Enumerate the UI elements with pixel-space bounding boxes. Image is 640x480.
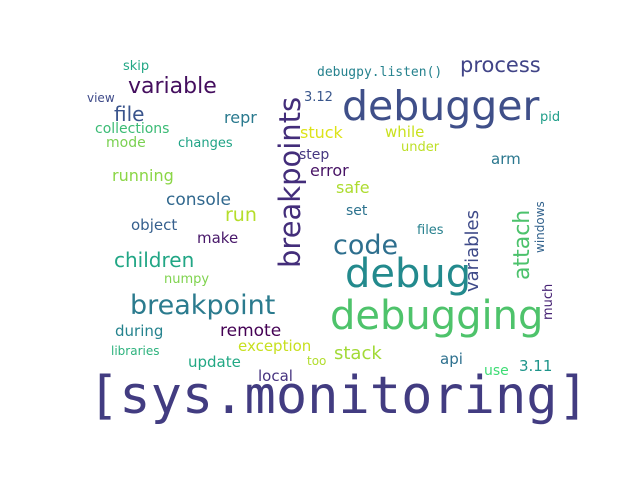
word-make: make [197, 229, 239, 247]
word-variables: variables [462, 210, 483, 292]
word-stuck: stuck [300, 123, 343, 142]
word-variable: variable [128, 74, 217, 99]
word-libraries: libraries [111, 344, 160, 358]
word-under: under [401, 140, 440, 155]
word-collections: collections [95, 121, 170, 137]
word-process: process [460, 53, 541, 77]
word-console: console [166, 190, 231, 210]
word-repr: repr [224, 108, 257, 127]
word-debugging: debugging [330, 293, 544, 339]
word-run: run [225, 204, 257, 226]
word-sys-monitoring: [sys.monitoring] [88, 366, 589, 426]
word-step: step [299, 147, 330, 163]
word-during: during [115, 322, 164, 340]
word-attach: attach [510, 209, 535, 280]
word-safe: safe [336, 178, 370, 197]
word-changes: changes [178, 136, 233, 151]
word-mode: mode [106, 135, 146, 151]
word-numpy: numpy [164, 272, 210, 287]
word-debugpy-listen: debugpy.listen() [317, 65, 443, 80]
word-view: view [87, 91, 115, 105]
word-much: much [541, 283, 556, 320]
word-set: set [346, 203, 368, 219]
word-api: api [440, 350, 463, 368]
word-object: object [131, 216, 178, 234]
word-use: use [484, 363, 509, 379]
word-file: file [114, 102, 145, 126]
word-windows: windows [533, 201, 547, 253]
word-arm: arm [491, 150, 521, 168]
word-stack: stack [334, 343, 382, 364]
word-code: code [333, 230, 399, 261]
word-too: too [307, 354, 327, 368]
word-update: update [188, 353, 241, 371]
word-debugger: debugger [342, 82, 540, 130]
word-children: children [114, 248, 195, 272]
word-3-12: 3.12 [304, 90, 333, 105]
word-error: error [310, 161, 349, 180]
word-breakpoint: breakpoint [130, 290, 276, 321]
word-pid: pid [540, 110, 561, 125]
word-remote: remote [220, 321, 282, 341]
word-files: files [417, 223, 444, 238]
word-3-11: 3.11 [519, 357, 553, 375]
word-running: running [112, 166, 174, 185]
word-while: while [385, 123, 425, 141]
word-exception: exception [238, 337, 312, 355]
word-debug: debug [345, 251, 472, 297]
word-skip: skip [123, 59, 150, 74]
word-local: local [258, 367, 293, 385]
